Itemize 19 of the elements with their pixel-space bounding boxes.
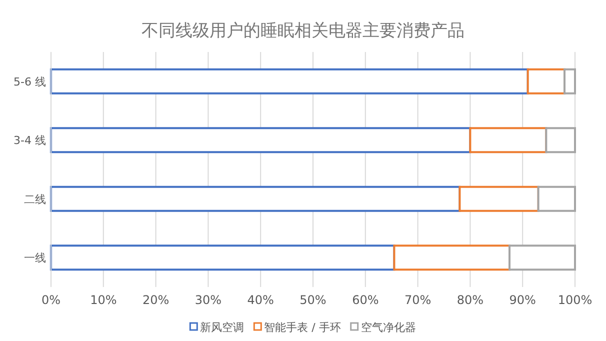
x-tick-label: 60% [352, 293, 379, 307]
x-tick-label: 80% [456, 293, 484, 307]
x-tick-label: 100% [558, 293, 592, 307]
x-tick-label: 30% [194, 293, 222, 307]
x-tick-label: 0% [41, 293, 61, 307]
x-tick-label: 50% [300, 293, 326, 307]
y-tick-label: 3-4 线 [14, 134, 46, 148]
x-tick-label: 10% [90, 293, 117, 307]
x-tick-label: 70% [404, 293, 432, 307]
y-tick-label: 5-6 线 [14, 75, 46, 88]
x-tick-label: 90% [509, 293, 536, 307]
legend-label: 智能手表 / 手环 [264, 321, 341, 334]
legend-label: 空气净化器 [360, 321, 416, 334]
x-tick-label: 20% [142, 293, 170, 307]
chart-title: 不同线级用户的睡眠相关电器主要消费产品 [142, 21, 464, 41]
legend-label: 新风空调 [200, 321, 244, 334]
y-tick-label: 二线 [24, 192, 46, 206]
y-tick-label: 一线 [24, 252, 46, 265]
x-tick-label: 40% [247, 293, 274, 307]
